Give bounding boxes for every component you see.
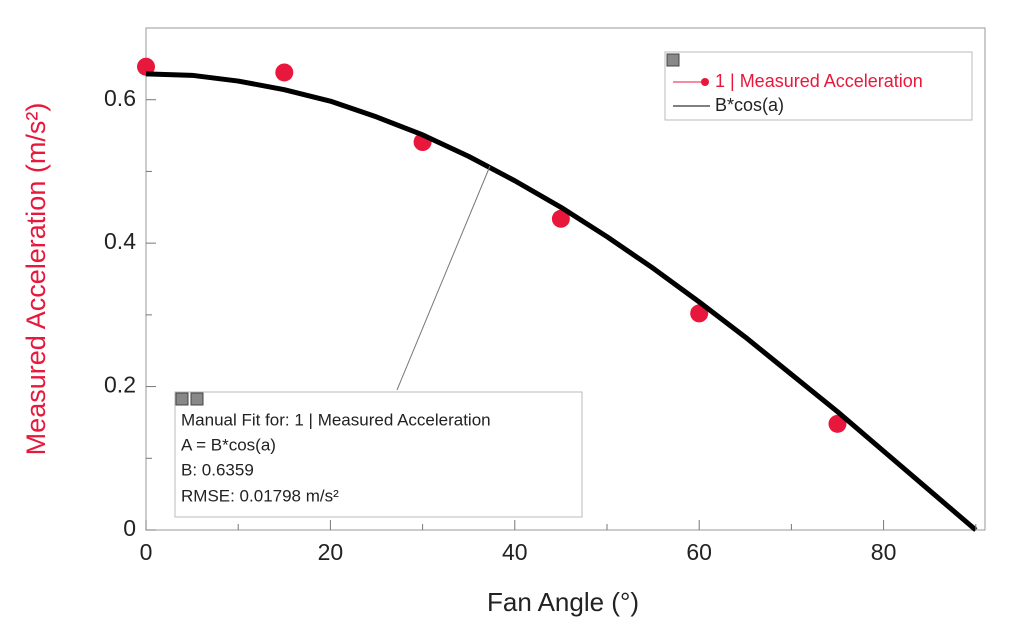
- x-tick-label: 80: [871, 539, 897, 565]
- close-icon[interactable]: [666, 53, 680, 67]
- minimize-icon[interactable]: [190, 392, 204, 406]
- y-tick-label: 0.4: [104, 228, 136, 254]
- x-axis-title: Fan Angle (°): [487, 587, 639, 617]
- close-icon[interactable]: [175, 392, 189, 406]
- annotation-line: B: 0.6359: [181, 460, 254, 479]
- data-point: [551, 209, 570, 228]
- leader-line: [396, 165, 491, 391]
- annotation-line: A = B*cos(a): [181, 435, 276, 454]
- legend-box: [664, 51, 973, 121]
- legend-label: B*cos(a): [715, 95, 784, 115]
- y-tick-label: 0.6: [104, 85, 136, 111]
- x-tick-label: 60: [686, 539, 712, 565]
- y-tick-label: 0.2: [104, 372, 136, 398]
- y-axis-title: Measured Acceleration (m/s²): [21, 103, 51, 456]
- plot-frame: [145, 27, 986, 531]
- annotation-line: Manual Fit for: 1 | Measured Acceleratio…: [181, 410, 491, 429]
- legend-label: 1 | Measured Acceleration: [715, 71, 923, 91]
- x-tick-label: 0: [140, 539, 153, 565]
- data-point: [275, 63, 294, 82]
- x-tick-label: 20: [318, 539, 344, 565]
- annotation-box: [174, 391, 583, 518]
- data-point: [828, 414, 847, 433]
- x-tick-label: 40: [502, 539, 528, 565]
- marks: [137, 57, 978, 532]
- fit-curve: [145, 71, 978, 532]
- legend: 1 | Measured Acceleration B*cos(a): [664, 51, 973, 121]
- annotation: Manual Fit for: 1 | Measured Acceleratio…: [174, 391, 583, 518]
- data-point: [690, 304, 709, 323]
- data-point: [137, 57, 155, 76]
- y-tick-label: 0: [123, 515, 136, 541]
- annotation-line: RMSE: 0.01798 m/s²: [181, 486, 339, 505]
- legend-marker: [701, 78, 709, 86]
